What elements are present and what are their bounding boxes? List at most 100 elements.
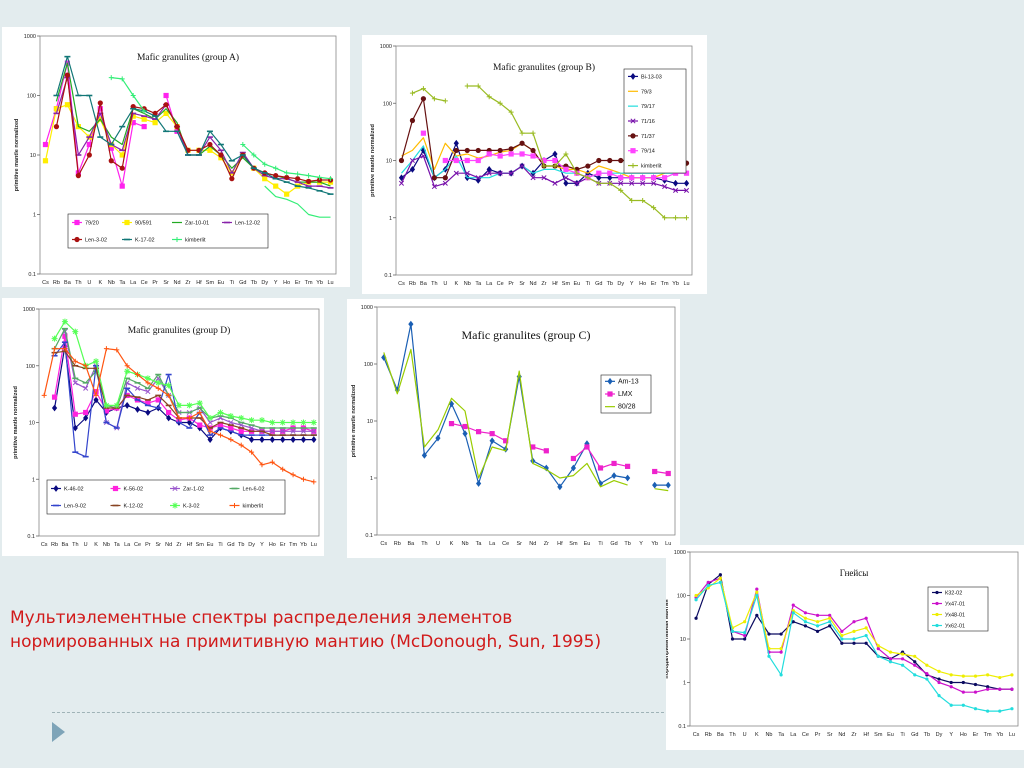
chart-groupD-legend [46,479,286,515]
chart-panel-gneiss: 0.1 1 10 100 1000 Cs Rb Ba Th U K Nb Ta La Ce Pr Sr Nd Zr H… [666,545,1024,750]
chart-gneiss-ytick-label: 0.1 [678,724,686,730]
chart-groupD-series-3 [51,327,317,429]
chart-gneiss-data-point [779,647,783,651]
chart-groupB-xtick-label: Th [431,281,437,287]
chart-gneiss-data-point [743,631,747,635]
chart-groupD-data-point [300,476,306,482]
chart-groupD-xtick-label: Zr [176,542,181,548]
chart-groupD-xtick-label: Ba [62,542,70,548]
chart-groupB-data-point [574,170,580,176]
chart-groupA-xtick-label: Tm [305,280,313,286]
chart-groupC-xtick-label: Zr [544,541,549,547]
chart-groupB-xtick-label: Ce [497,281,504,287]
chart-groupD-xtick-label: Lu [311,542,317,548]
chart-groupD-data-point [145,400,151,406]
chart-groupB-xtick-label: Gd [595,281,602,287]
chart-groupC-legend-label: Am-13 [618,378,639,385]
chart-groupA-data-point [305,178,312,184]
chart-groupD-legend-label: K-56-02 [124,487,144,493]
chart-groupB-data-point [541,175,547,181]
chart-gneiss-data-point [767,654,771,658]
chart-gneiss-data-point [852,629,856,633]
chart-groupC-xtick-label: La [489,541,496,547]
chart-gneiss-xtick-label: Cs [693,732,700,738]
chart-gneiss-data-point [998,709,1002,713]
chart-gneiss-legend-label: Ух62-01 [945,624,965,630]
chart-gneiss-data-point [803,611,808,615]
chart-groupC-xtick-label: Ba [407,541,415,547]
chart-groupD-data-point [249,449,255,455]
chart-groupB-xtick-label: Rb [409,281,416,287]
chart-groupC-data-point [435,434,441,442]
chart-groupB-data-point [475,175,481,181]
chart-groupB-ytick-label: 1 [389,216,392,222]
chart-gneiss-xtick-label: Ho [960,732,967,738]
chart-gneiss-xtick-label: Y [949,732,953,738]
chart-gneiss-data-point [949,680,953,685]
chart-groupB-xtick-label: Sr [519,281,525,287]
chart-gneiss-data-point [803,620,808,624]
chart-panel-group-a: 0.1 1 10 100 1000 Cs Rb Ba Th U K Nb Ta La Ce Pr Sr Nd Zr H… [2,27,350,287]
chart-groupA-xtick-label: Cs [42,280,49,286]
chart-groupB-data-point [552,163,558,169]
chart-groupC-data-point [448,400,455,408]
chart-groupB-legend-label: 79/3 [641,89,652,95]
chart-groupB-data-point [541,157,547,164]
chart-groupA-data-point [229,176,235,182]
chart-groupA-data-point [108,145,114,151]
chart-gneiss-data-point [779,673,783,677]
chart-gneiss-data-point [986,673,990,677]
chart-groupA-xtick-label: Ce [141,280,148,286]
chart-groupA-series-3 [53,76,334,189]
chart-groupD-data-point [51,335,58,342]
chart-gneiss-data-point [913,660,917,664]
chart-groupB-data-point [552,150,558,158]
chart-groupA-data-point [207,141,213,148]
chart-groupB-legend-marker [630,148,636,154]
chart-groupD-data-point [155,397,161,403]
next-arrow-icon[interactable] [52,722,65,742]
chart-groupD-legend-label: K-3-02 [183,504,200,510]
chart-groupD-legend-label: K-46-02 [64,487,84,493]
chart-groupA-legend-label: Len-12-02 [235,221,260,227]
chart-panel-group-c: 0.1 1 10 100 1000 Cs Rb Ba Th U K Nb Ta La Ce Sr Nd Zr Hf S… [347,299,680,558]
chart-gneiss-xtick-label: Sr [827,732,833,738]
chart-gneiss-data-point [913,654,917,658]
chart-groupC-data-point [665,481,671,489]
chart-groupD-data-point [134,406,141,413]
chart-groupB-data-point [497,100,503,106]
chart-groupB-data-point [519,163,525,169]
chart-groupB-xtick-label: Tb [607,281,613,287]
chart-groupB-data-point [673,215,679,221]
chart-groupB-series-6 [409,83,690,221]
chart-gneiss-data-point [949,685,953,689]
chart-gneiss-data-point [876,647,880,651]
chart-groupB-data-point [475,147,481,154]
chart-groupA-legend-marker [74,236,80,243]
chart-gneiss-data-point [706,583,710,588]
chart-groupB-data-point [508,109,514,115]
chart-gneiss-data-point [791,608,795,613]
chart-groupC-xtick-label: Th [421,541,427,547]
chart-groupB-data-point [453,157,459,164]
chart-groupB-title: Mafic granulites (group B) [493,62,595,73]
chart-groupA-data-point [108,158,114,164]
chart-gneiss-xtick-label: Th [729,732,735,738]
chart-gneiss-ytick-label: 100 [677,594,686,600]
chart-gneiss-xtick-label: Hf [863,732,869,738]
chart-groupD-data-point [249,425,255,431]
chart-gneiss-legend-label: К32-02 [945,591,962,597]
chart-groupD-data-point [83,414,89,422]
chart-groupD-data-point [238,442,244,448]
chart-groupB-data-point [431,96,437,102]
chart-groupA-data-point [64,72,71,78]
chart-groupC-data-point [462,423,468,430]
chart-groupD-series-7 [41,346,317,485]
chart-groupB-data-point [629,175,635,181]
chart-groupC-data-point [624,474,631,482]
chart-groupD-data-point [248,417,255,424]
chart-groupC-data-point [570,455,577,462]
chart-groupA-data-point [218,152,224,158]
chart-groupA-data-point [218,155,224,161]
chart-groupD-data-point [124,368,131,375]
